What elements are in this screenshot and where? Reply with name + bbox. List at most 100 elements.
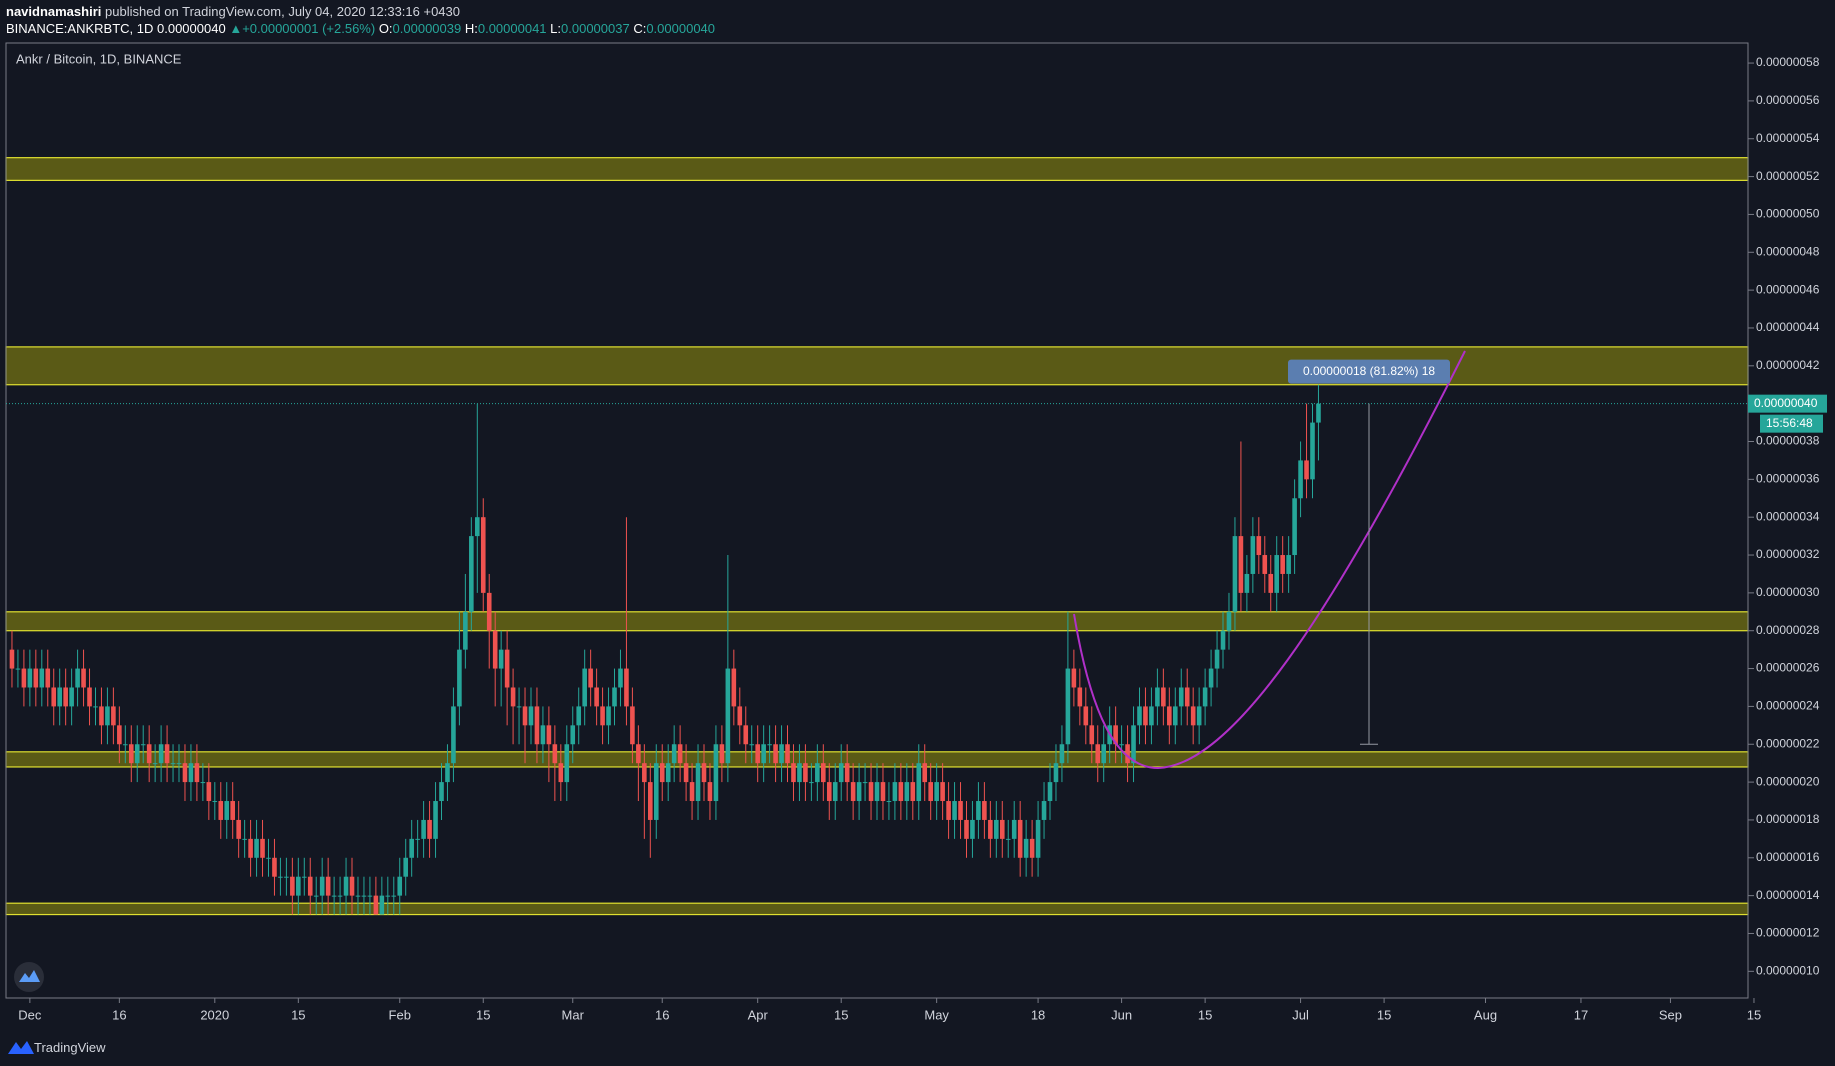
ohlc-value: 0.00000041 <box>477 21 547 36</box>
candle-body <box>892 782 898 802</box>
y-tick-label: 0.00000048 <box>1756 244 1820 258</box>
x-tick-label: Jun <box>1111 1007 1132 1022</box>
candle-body <box>1047 782 1053 802</box>
candle-body <box>928 782 933 802</box>
candle-body <box>9 649 15 669</box>
candle-body <box>81 668 86 688</box>
candle-body <box>397 876 403 896</box>
candle-body <box>421 819 426 839</box>
candle-body <box>451 706 456 764</box>
candle-body <box>630 706 635 745</box>
candle-body <box>540 725 546 745</box>
candle-body <box>1119 744 1124 746</box>
candle-body <box>337 895 343 897</box>
candle-body <box>504 649 510 688</box>
candle-body <box>296 876 301 896</box>
y-tick-label: 0.00000026 <box>1756 661 1820 675</box>
candle-body <box>659 763 665 783</box>
candle-body <box>457 649 462 707</box>
candle-body <box>671 744 677 764</box>
plot-frame <box>5 42 1749 999</box>
candle-body <box>206 782 212 802</box>
candle-body <box>946 801 951 820</box>
candle-body <box>982 801 987 820</box>
symbol-line: BINANCE:ANKRBTC, 1D 0.00000040 ▲+0.00000… <box>6 20 715 37</box>
candle-body <box>134 744 140 764</box>
candle-body <box>636 744 641 764</box>
candle-body <box>427 819 432 839</box>
candle-body <box>910 782 916 802</box>
candle-body <box>445 763 450 783</box>
candle-body <box>1304 460 1309 480</box>
candle-body <box>1268 573 1274 593</box>
candle-body <box>224 801 230 820</box>
candle-body <box>510 687 516 707</box>
candle-body <box>99 706 104 726</box>
candle-body <box>1059 744 1065 764</box>
candle-body <box>1190 706 1196 726</box>
candle-body <box>325 876 331 896</box>
x-tick-label: Jul <box>1292 1007 1309 1022</box>
y-tick-label: 0.00000050 <box>1756 207 1820 221</box>
candle-body <box>594 687 599 707</box>
logo-badge[interactable] <box>14 962 44 992</box>
candle-body <box>815 763 820 783</box>
candle-body <box>999 819 1005 839</box>
candle-body <box>1196 706 1202 726</box>
candle-body <box>528 706 534 726</box>
candle-body <box>1083 706 1089 726</box>
candle-body <box>248 838 253 858</box>
candle-body <box>749 744 755 746</box>
publisher[interactable]: navidnamashiri <box>6 4 102 19</box>
candle-body <box>677 744 683 764</box>
zone <box>5 902 1749 916</box>
candle-body <box>522 706 528 726</box>
candle-body <box>349 876 355 896</box>
candle-body <box>737 706 743 726</box>
last-price-box <box>1748 394 1827 413</box>
candle-body <box>367 895 373 897</box>
candle-body <box>1202 687 1208 707</box>
ohlc-value: 0.00000039 <box>392 21 462 36</box>
candle-body <box>1161 687 1166 707</box>
price: 0.00000040 <box>157 21 226 36</box>
candle-body <box>701 763 707 783</box>
brand[interactable]: TradingView <box>34 1040 106 1055</box>
x-tick-label: Aug <box>1474 1007 1497 1022</box>
change: +0.00000001 (+2.56%) <box>242 21 376 36</box>
last-price-label: 0.00000040 <box>1754 396 1818 410</box>
y-tick-label: 0.00000052 <box>1756 169 1820 183</box>
y-tick-label: 0.00000010 <box>1756 963 1820 977</box>
zone <box>5 346 1749 386</box>
candle-body <box>1053 763 1059 783</box>
candle-body <box>862 782 868 784</box>
candle-body <box>1178 687 1184 707</box>
x-tick-label: 16 <box>112 1007 126 1022</box>
candle-body <box>958 801 963 820</box>
candle-body <box>1262 555 1268 574</box>
y-tick-label: 0.00000030 <box>1756 585 1820 599</box>
candle-body <box>319 876 325 896</box>
candle-body <box>844 763 850 783</box>
chart-title: Ankr / Bitcoin, 1D, BINANCE <box>16 51 182 66</box>
candle-body <box>809 782 814 784</box>
candle-body <box>743 725 749 745</box>
candle-body <box>469 536 474 612</box>
candle-body <box>415 838 420 840</box>
candle-body <box>272 857 277 877</box>
candle-body <box>1095 744 1101 764</box>
countdown: 15:56:48 <box>1766 416 1813 430</box>
candle-body <box>182 763 188 783</box>
x-tick-label: 15 <box>1198 1007 1212 1022</box>
candle-body <box>117 725 122 745</box>
candle-body <box>916 763 922 802</box>
candle-body <box>1017 819 1023 858</box>
candle-body <box>642 763 647 783</box>
x-tick-label: 2020 <box>200 1007 229 1022</box>
x-tick-label: 15 <box>1377 1007 1391 1022</box>
y-tick-label: 0.00000016 <box>1756 850 1820 864</box>
x-tick-label: Dec <box>18 1007 42 1022</box>
symbol: BINANCE:ANKRBTC, 1D <box>6 21 154 36</box>
y-tick-label: 0.00000036 <box>1756 472 1820 486</box>
candle-body <box>1244 573 1250 593</box>
